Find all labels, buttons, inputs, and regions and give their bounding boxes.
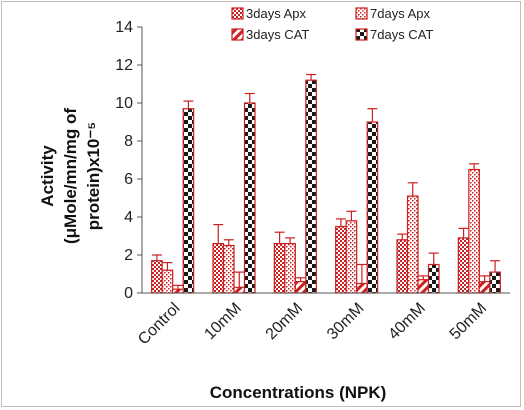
bar-7days-apx-40mm — [406, 195, 419, 294]
y-tick-label: 8 — [124, 133, 133, 150]
y-axis-title: Activity (μMole/mn/mg of protein)x10⁻⁵ — [38, 108, 103, 244]
x-tick-label: 40mM — [385, 300, 428, 343]
y-tick-label: 2 — [124, 247, 133, 264]
error-bars — [151, 73, 501, 290]
bar-3days-apx-40mm — [396, 239, 409, 294]
bar-3days-cat-20mm — [294, 281, 307, 294]
x-tick-label: 10mM — [201, 300, 244, 343]
y-axis-ticks: 0 2 4 6 8 10 12 14 — [115, 19, 142, 302]
bar-7days-apx-30mm — [345, 220, 358, 294]
bar-3days-apx-10mm — [212, 243, 225, 294]
bar-7days-apx-50mm — [468, 168, 480, 294]
bar-3days-cat-40mm — [417, 279, 430, 294]
bar-7days-apx-10mm — [222, 244, 235, 294]
x-axis-title: Concentrations (NPK) — [210, 383, 387, 402]
bar-7days-cat-20mm — [305, 79, 317, 294]
bar-7days-cat-50mm — [489, 271, 501, 294]
bar-3days-cat-30mm — [356, 282, 368, 294]
y-tick-label: 0 — [124, 285, 133, 302]
bar-3days-cat-50mm — [478, 281, 491, 294]
bar-3days-cat-10mm — [233, 286, 246, 294]
x-tick-label: 20mM — [263, 300, 306, 343]
bar-7days-cat-30mm — [366, 121, 379, 294]
legend-swatch — [355, 7, 368, 20]
y-tick-label: 14 — [115, 19, 133, 36]
legend-label: 3days Apx — [246, 6, 306, 21]
legend-label: 3days CAT — [246, 27, 309, 42]
x-tick-label: Control — [135, 300, 183, 348]
bar-7days-cat-10mm — [243, 102, 256, 294]
bars — [151, 79, 501, 294]
legend-swatch — [231, 7, 244, 20]
bar-3days-apx-30mm — [335, 225, 347, 294]
legend-label: 7days CAT — [370, 27, 433, 42]
y-axis-title-line-1: Activity — [38, 145, 57, 207]
bar-7days-cat-control — [182, 108, 195, 294]
bar-3days-apx-control — [151, 260, 163, 294]
y-axis-title-line-2: (μMole/mn/mg of — [61, 108, 80, 244]
bar-7days-apx-control — [161, 269, 174, 294]
bar-7days-cat-40mm — [427, 263, 440, 294]
y-tick-label: 12 — [115, 57, 133, 74]
legend-swatch — [355, 28, 368, 41]
legend: 3days Apx 7days Apx 3days CAT 7days CAT — [231, 6, 433, 42]
bar-7days-apx-20mm — [284, 243, 296, 294]
bar-3days-apx-50mm — [457, 237, 470, 294]
legend-label: 7days Apx — [370, 6, 430, 21]
y-axis-title-line-3: protein)x10⁻⁵ — [84, 122, 103, 231]
bar-3days-apx-20mm — [273, 243, 286, 294]
x-tick-label: 50mM — [447, 300, 490, 343]
y-tick-label: 4 — [124, 209, 133, 226]
y-tick-label: 10 — [115, 95, 133, 112]
y-tick-label: 6 — [124, 171, 133, 188]
x-axis-ticks: Control 10mM 20mM 30mM 40mM 50mM — [135, 300, 490, 348]
legend-swatch — [231, 28, 244, 41]
bar-3days-cat-control — [172, 288, 184, 294]
x-tick-label: 30mM — [324, 300, 367, 343]
